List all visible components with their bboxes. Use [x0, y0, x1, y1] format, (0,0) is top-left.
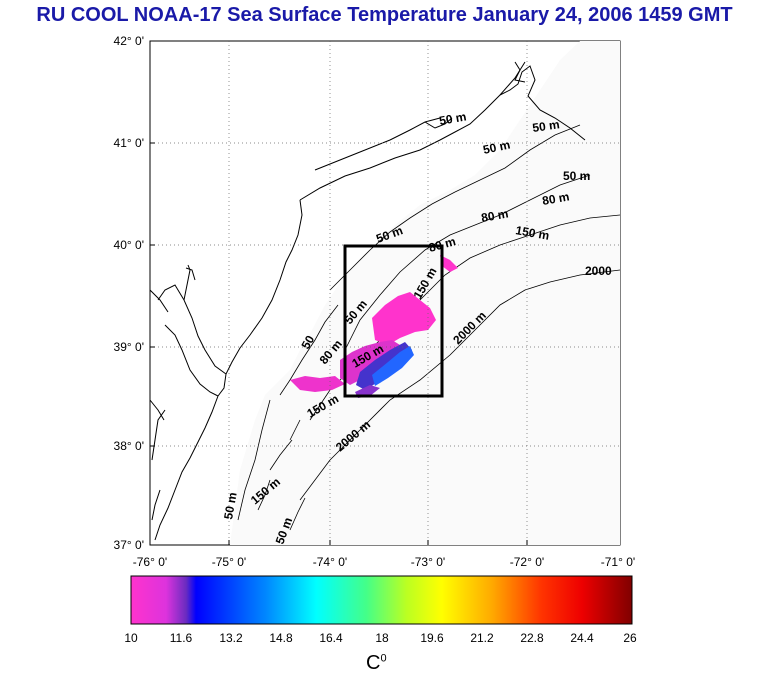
- colorbar-tick-label: 14.8: [269, 631, 293, 645]
- colorbar-ticks: 10 11.6 13.2 14.8 16.4 18 19.6 21.2 22.8…: [124, 631, 637, 645]
- unit-label: C: [366, 652, 381, 674]
- colorbar-tick-label: 10: [124, 631, 138, 645]
- colorbar: [130, 575, 633, 625]
- unit-superscript: 0: [380, 652, 387, 665]
- colorbar-tick-label: 13.2: [219, 631, 243, 645]
- lon-label: -71° 0': [601, 555, 635, 569]
- colorbar-tick-label: 21.2: [470, 631, 494, 645]
- study-area-box: [343, 244, 444, 398]
- lon-label: -76° 0': [133, 555, 167, 569]
- colorbar-tick-label: 24.4: [570, 631, 594, 645]
- sst-patches: [290, 255, 458, 398]
- isobath-label: 80 m: [541, 189, 570, 208]
- isobath-label: 80 m: [480, 206, 509, 225]
- axis-ticks: [150, 40, 528, 546]
- isobath-label: 50 m: [531, 117, 560, 135]
- lat-label: 41° 0': [114, 136, 144, 150]
- lon-label: -72° 0': [510, 555, 544, 569]
- latitude-labels: 42° 0' 41° 0' 40° 0' 39° 0' 38° 0' 37° 0…: [114, 34, 144, 552]
- lat-label: 42° 0': [114, 34, 144, 48]
- lon-label: -73° 0': [411, 555, 445, 569]
- colorbar-tick-label: 18: [375, 631, 389, 645]
- colorbar-tick-label: 26: [623, 631, 637, 645]
- colorbar-tick-label: 11.6: [170, 631, 193, 645]
- lat-label: 38° 0': [114, 439, 144, 453]
- longitude-labels: -76° 0' -75° 0' -74° 0' -73° 0' -72° 0' …: [133, 555, 635, 569]
- lon-label: -75° 0': [212, 555, 246, 569]
- lat-label: 40° 0': [114, 238, 144, 252]
- coastline: [150, 61, 586, 541]
- colorbar-tick-label: 22.8: [520, 631, 544, 645]
- colorbar-tick-label: 16.4: [319, 631, 343, 645]
- isobath-label: 2000: [585, 264, 612, 278]
- colorbar-unit: C0: [366, 652, 387, 675]
- isobath-label: 50: [298, 333, 317, 352]
- isobath-label: 150 m: [514, 223, 550, 243]
- isobath-label: 50 m: [563, 169, 590, 183]
- isobath-label: 50 m: [482, 138, 512, 157]
- ocean-area: [230, 41, 620, 545]
- isobath-label: 50 m: [221, 491, 240, 520]
- map-title: RU COOL NOAA-17 Sea Surface Temperature …: [36, 4, 733, 26]
- lat-label: 37° 0': [114, 538, 144, 552]
- colorbar-tick-label: 19.6: [420, 631, 444, 645]
- lat-label: 39° 0': [114, 340, 144, 354]
- lon-label: -74° 0': [313, 555, 347, 569]
- isobath-label: 50 m: [438, 109, 467, 128]
- graticule: [150, 41, 620, 545]
